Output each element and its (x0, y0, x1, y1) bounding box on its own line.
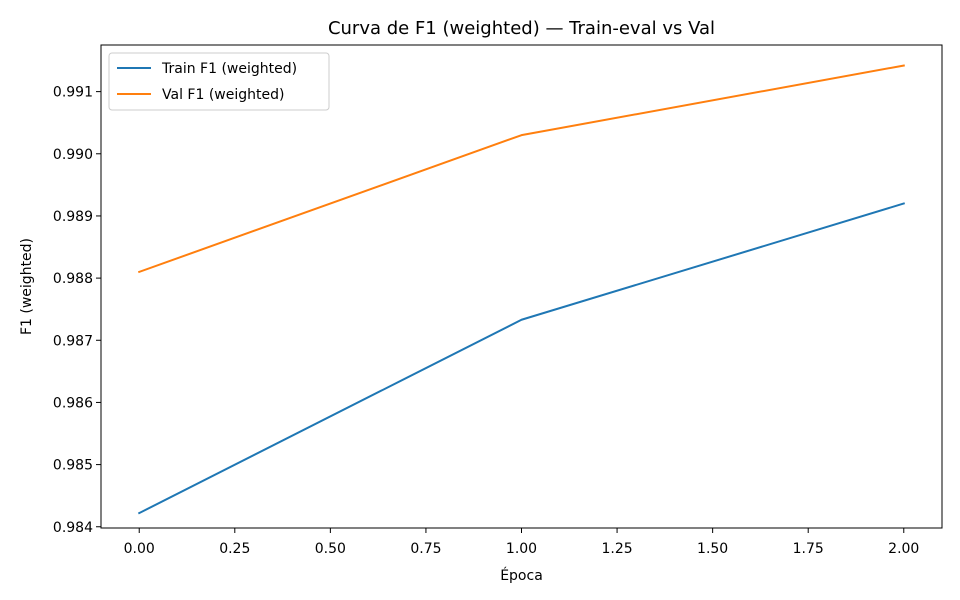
x-tick-label: 0.75 (410, 541, 441, 557)
x-tick-label: 2.00 (888, 541, 919, 557)
y-tick-label: 0.989 (53, 209, 93, 225)
legend-box (108, 52, 330, 111)
y-tick-label: 0.990 (53, 147, 93, 163)
chart-title: Curva de F1 (weighted) — Train-eval vs V… (328, 18, 715, 39)
y-axis: 0.984 0.985 0.986 0.987 0.988 0.989 0.990 0.991 (53, 85, 101, 536)
x-tick-label: 0.25 (219, 541, 250, 557)
y-tick-label: 0.988 (53, 271, 93, 287)
x-tick-label: 1.50 (697, 541, 728, 557)
legend-val-label: Val F1 (weighted) (162, 87, 284, 103)
val-f1-series-line (137, 64, 905, 274)
y-tick-label: 0.987 (53, 333, 93, 349)
y-tick-label: 0.984 (53, 520, 93, 536)
x-axis-label: Época (500, 567, 543, 584)
y-axis-label: F1 (weighted) (19, 238, 35, 335)
y-tick-label: 0.985 (53, 458, 93, 474)
x-axis: 0.00 0.25 0.50 0.75 1.00 1.25 1.50 1.75 2.00 (124, 528, 919, 557)
plot-frame (100, 44, 943, 529)
x-tick-label: 0.00 (124, 541, 155, 557)
plot-area (100, 44, 943, 529)
train-f1-series-line (137, 202, 906, 515)
y-tick-label: 0.991 (53, 85, 93, 101)
legend: Train F1 (weighted) Val F1 (weighted) (108, 52, 330, 111)
x-tick-label: 1.25 (601, 541, 632, 557)
x-tick-label: 1.75 (793, 541, 824, 557)
legend-train-label: Train F1 (weighted) (161, 61, 297, 77)
series-layer (137, 64, 906, 515)
x-tick-label: 1.00 (506, 541, 537, 557)
x-tick-label: 0.50 (315, 541, 346, 557)
y-tick-label: 0.986 (53, 395, 93, 411)
